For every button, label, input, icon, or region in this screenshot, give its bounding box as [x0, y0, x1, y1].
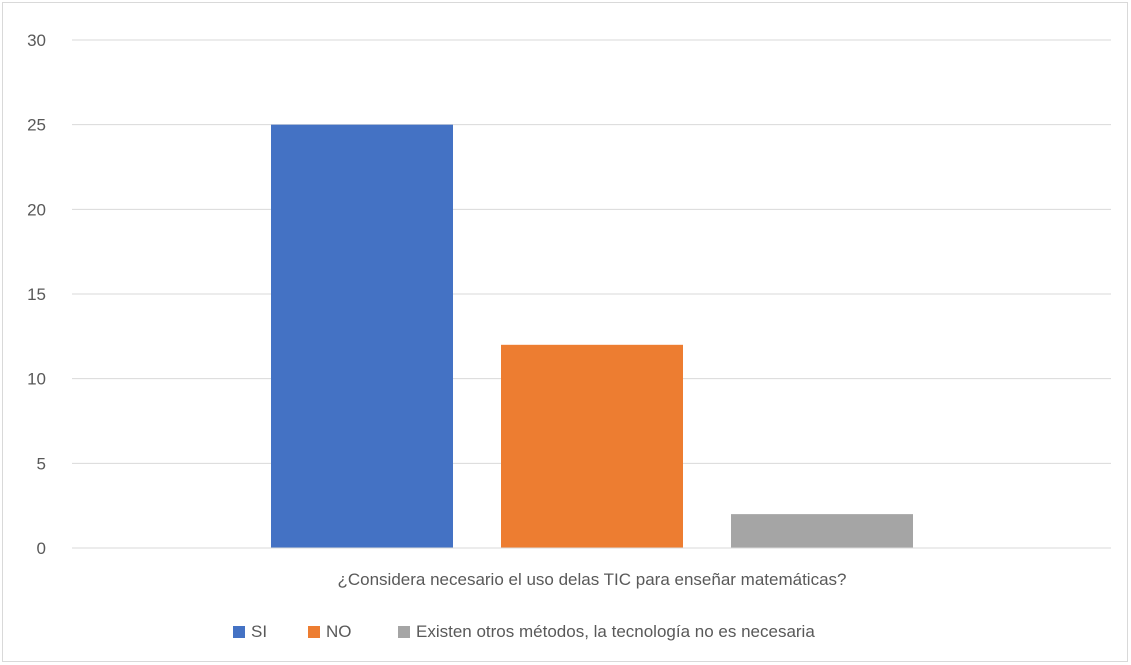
y-axis-ticks: 0 5 10 15 20 25 30 [27, 31, 46, 558]
bars [271, 124, 913, 549]
legend-label: NO [326, 622, 352, 641]
legend-label: SI [251, 622, 267, 641]
y-tick-label: 20 [27, 200, 46, 219]
y-tick-label: 30 [27, 31, 46, 50]
legend-swatch [233, 626, 245, 638]
y-tick-label: 0 [37, 539, 46, 558]
y-tick-label: 25 [27, 116, 46, 135]
y-tick-label: 5 [37, 454, 46, 473]
y-tick-label: 10 [27, 370, 46, 389]
legend: SI NO Existen otros métodos, la tecnología… [233, 622, 815, 641]
bar-si [271, 124, 453, 549]
bar-existen [731, 514, 913, 548]
gridlines [72, 39, 1111, 464]
category-label: ¿Considera necesario el uso delas TIC pa… [337, 570, 846, 589]
bar-no [501, 344, 683, 548]
legend-swatch [398, 626, 410, 638]
legend-label: Existen otros métodos, la tecnología no … [416, 622, 815, 641]
legend-swatch [308, 626, 320, 638]
x-axis: ¿Considera necesario el uso delas TIC pa… [72, 547, 1111, 589]
y-tick-label: 15 [27, 285, 46, 304]
